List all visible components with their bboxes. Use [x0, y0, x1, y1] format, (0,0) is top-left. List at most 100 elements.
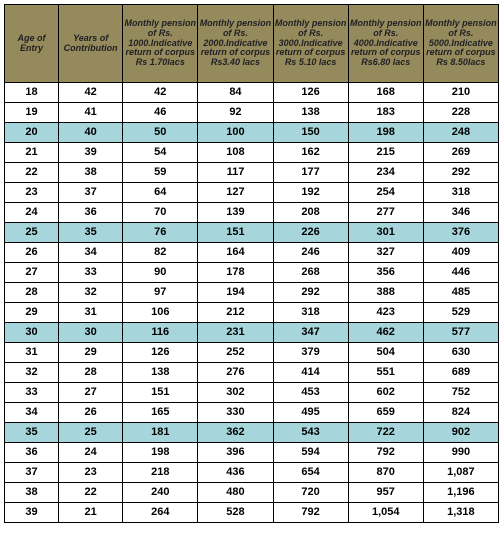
table-cell: 1,196	[423, 483, 498, 503]
table-cell: 446	[423, 263, 498, 283]
table-cell: 720	[273, 483, 348, 503]
col-header: Monthly pension of Rs. 1000.Indicative r…	[123, 5, 198, 83]
table-cell: 138	[123, 363, 198, 383]
table-body: 1842428412616821019414692138183228204050…	[5, 83, 499, 523]
table-row: 233764127192254318	[5, 183, 499, 203]
table-cell: 208	[273, 203, 348, 223]
table-cell: 543	[273, 423, 348, 443]
table-cell: 318	[423, 183, 498, 203]
table-cell: 178	[198, 263, 273, 283]
table-cell: 436	[198, 463, 273, 483]
table-cell: 246	[273, 243, 348, 263]
table-cell: 40	[59, 123, 123, 143]
table-cell: 362	[198, 423, 273, 443]
table-cell: 70	[123, 203, 198, 223]
table-cell: 33	[5, 383, 59, 403]
table-cell: 453	[273, 383, 348, 403]
table-cell: 902	[423, 423, 498, 443]
table-cell: 181	[123, 423, 198, 443]
table-cell: 35	[5, 423, 59, 443]
table-row: 37232184366548701,087	[5, 463, 499, 483]
table-cell: 28	[59, 363, 123, 383]
table-cell: 46	[123, 103, 198, 123]
table-cell: 302	[198, 383, 273, 403]
table-cell: 32	[5, 363, 59, 383]
col-header: Monthly pension of Rs. 5000.Indicative r…	[423, 5, 498, 83]
table-cell: 27	[59, 383, 123, 403]
table-cell: 234	[348, 163, 423, 183]
table-cell: 165	[123, 403, 198, 423]
table-row: 18424284126168210	[5, 83, 499, 103]
table-cell: 659	[348, 403, 423, 423]
table-cell: 198	[348, 123, 423, 143]
table-cell: 19	[5, 103, 59, 123]
table-cell: 30	[59, 323, 123, 343]
table-cell: 164	[198, 243, 273, 263]
table-cell: 495	[273, 403, 348, 423]
table-cell: 462	[348, 323, 423, 343]
table-cell: 18	[5, 83, 59, 103]
table-row: 3327151302453602752	[5, 383, 499, 403]
table-cell: 21	[59, 503, 123, 523]
table-cell: 23	[59, 463, 123, 483]
table-cell: 32	[59, 283, 123, 303]
table-cell: 23	[5, 183, 59, 203]
table-cell: 376	[423, 223, 498, 243]
table-cell: 630	[423, 343, 498, 363]
col-header: Monthly pension of Rs. 2000.Indicative r…	[198, 5, 273, 83]
table-cell: 100	[198, 123, 273, 143]
col-header: Age of Entry	[5, 5, 59, 83]
table-cell: 356	[348, 263, 423, 283]
table-cell: 108	[198, 143, 273, 163]
table-cell: 379	[273, 343, 348, 363]
table-cell: 347	[273, 323, 348, 343]
table-cell: 64	[123, 183, 198, 203]
table-row: 39212645287921,0541,318	[5, 503, 499, 523]
table-cell: 212	[198, 303, 273, 323]
table-cell: 50	[123, 123, 198, 143]
table-row: 3426165330495659824	[5, 403, 499, 423]
table-cell: 84	[198, 83, 273, 103]
table-cell: 215	[348, 143, 423, 163]
table-row: 3030116231347462577	[5, 323, 499, 343]
table-cell: 138	[273, 103, 348, 123]
table-cell: 39	[5, 503, 59, 523]
table-cell: 654	[273, 463, 348, 483]
table-row: 3228138276414551689	[5, 363, 499, 383]
table-cell: 268	[273, 263, 348, 283]
table-cell: 1,318	[423, 503, 498, 523]
table-cell: 26	[59, 403, 123, 423]
table-cell: 35	[59, 223, 123, 243]
table-cell: 210	[423, 83, 498, 103]
table-cell: 177	[273, 163, 348, 183]
table-cell: 21	[5, 143, 59, 163]
table-cell: 198	[123, 443, 198, 463]
table-cell: 126	[273, 83, 348, 103]
table-row: 213954108162215269	[5, 143, 499, 163]
table-cell: 31	[59, 303, 123, 323]
table-cell: 31	[5, 343, 59, 363]
table-cell: 54	[123, 143, 198, 163]
table-cell: 28	[5, 283, 59, 303]
table-cell: 82	[123, 243, 198, 263]
table-cell: 485	[423, 283, 498, 303]
table-cell: 327	[348, 243, 423, 263]
table-row: 19414692138183228	[5, 103, 499, 123]
table-cell: 226	[273, 223, 348, 243]
table-cell: 106	[123, 303, 198, 323]
table-cell: 22	[5, 163, 59, 183]
table-cell: 752	[423, 383, 498, 403]
table-row: 223859117177234292	[5, 163, 499, 183]
table-cell: 409	[423, 243, 498, 263]
table-cell: 252	[198, 343, 273, 363]
table-cell: 30	[5, 323, 59, 343]
table-cell: 301	[348, 223, 423, 243]
table-cell: 41	[59, 103, 123, 123]
table-cell: 292	[423, 163, 498, 183]
table-cell: 192	[273, 183, 348, 203]
table-cell: 76	[123, 223, 198, 243]
table-cell: 594	[273, 443, 348, 463]
table-cell: 792	[273, 503, 348, 523]
table-cell: 792	[348, 443, 423, 463]
table-cell: 276	[198, 363, 273, 383]
